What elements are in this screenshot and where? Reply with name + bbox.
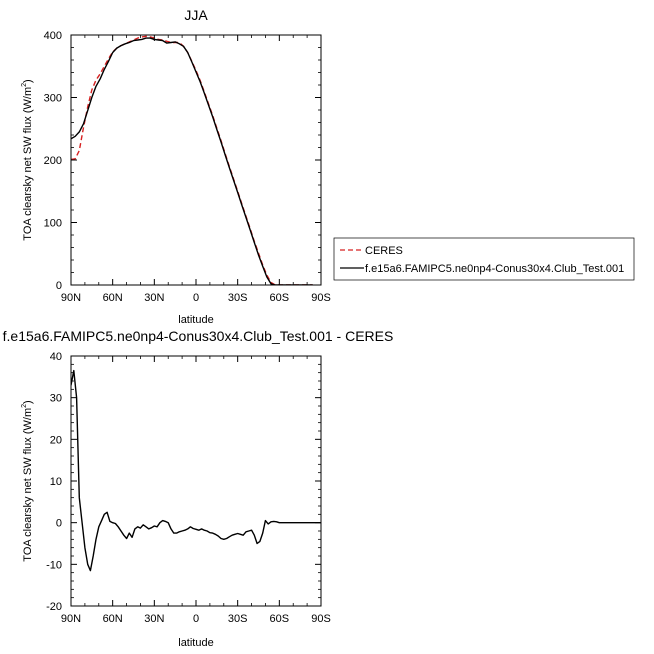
bottom-ytick-label: 30: [50, 393, 62, 405]
top-xtick-label: 90S: [311, 292, 331, 304]
bottom-ytick-label: 0: [56, 518, 62, 530]
bottom-title: f.e15a6.FAMIPC5.ne0np4-Conus30x4.Club_Te…: [3, 328, 394, 344]
bottom-frame: [70, 355, 322, 607]
top-xtick-label: 0: [193, 292, 199, 304]
bottom-series-line-0: [71, 369, 321, 572]
top-title: JJA: [184, 7, 208, 23]
top-ytick-label: 300: [44, 93, 62, 105]
top-xtick-label: 60N: [103, 292, 123, 304]
top-xlabel: latitude: [178, 314, 213, 326]
top-plot-area: 90N 60N 30N 0 30S 60S 90S 0 100 200 300 400: [44, 30, 331, 304]
bottom-ytick-label: 20: [50, 434, 62, 446]
top-panel: JJA 90N 60N 30N 0 30S 60S 90S 0 100 200 300 400 lat…: [21, 7, 331, 326]
top-ytick-label: 0: [56, 280, 62, 292]
top-xtick-label: 60S: [270, 292, 290, 304]
bottom-ylabel-close: ): [22, 400, 34, 404]
top-series-line-0: [71, 35, 313, 285]
bottom-panel: f.e15a6.FAMIPC5.ne0np4-Conus30x4.Club_Te…: [3, 328, 394, 649]
bottom-ytick-label: -20: [46, 601, 62, 613]
legend-label-ceres: CERES: [365, 245, 403, 257]
bottom-xtick-label: 90N: [61, 613, 81, 625]
top-xtick-label: 30N: [144, 292, 164, 304]
top-ytick-label: 400: [44, 30, 62, 42]
top-ylabel-main: TOA clearsky net SW flux (W/m: [22, 87, 34, 241]
bottom-ylabel-sup: 2: [21, 404, 28, 408]
bottom-xtick-label: 30N: [144, 613, 164, 625]
bottom-xtick-label: 60S: [270, 613, 290, 625]
bottom-xtick-label: 0: [193, 613, 199, 625]
bottom-ylabel-main: TOA clearsky net SW flux (W/m: [22, 408, 34, 562]
bottom-ylabel: TOA clearsky net SW flux (W/m2): [21, 400, 34, 561]
top-ylabel-sup: 2: [21, 83, 28, 87]
legend: CERES f.e15a6.FAMIPC5.ne0np4-Conus30x4.C…: [333, 237, 635, 281]
top-ytick-label: 100: [44, 218, 62, 230]
bottom-plot-area: 90N 60N 30N 0 30S 60S 90S -20 -10 0 10 20 30 40: [46, 351, 331, 625]
top-xtick-label: 30S: [228, 292, 248, 304]
bottom-ytick-label: 10: [50, 476, 62, 488]
top-ylabel-close: ): [22, 79, 34, 83]
top-ytick-label: 200: [44, 155, 62, 167]
top-xtick-label: 90N: [61, 292, 81, 304]
bottom-xtick-label: 60N: [103, 613, 123, 625]
top-ylabel: TOA clearsky net SW flux (W/m2): [21, 79, 34, 240]
bottom-xtick-label: 30S: [228, 613, 248, 625]
legend-label-model: f.e15a6.FAMIPC5.ne0np4-Conus30x4.Club_Te…: [365, 263, 624, 275]
bottom-ytick-label: -10: [46, 559, 62, 571]
top-series-line-1: [71, 37, 313, 285]
bottom-xlabel: latitude: [178, 637, 213, 649]
bottom-ytick-label: 40: [50, 351, 62, 363]
legend-box: [333, 237, 635, 281]
bottom-xtick-label: 90S: [311, 613, 331, 625]
